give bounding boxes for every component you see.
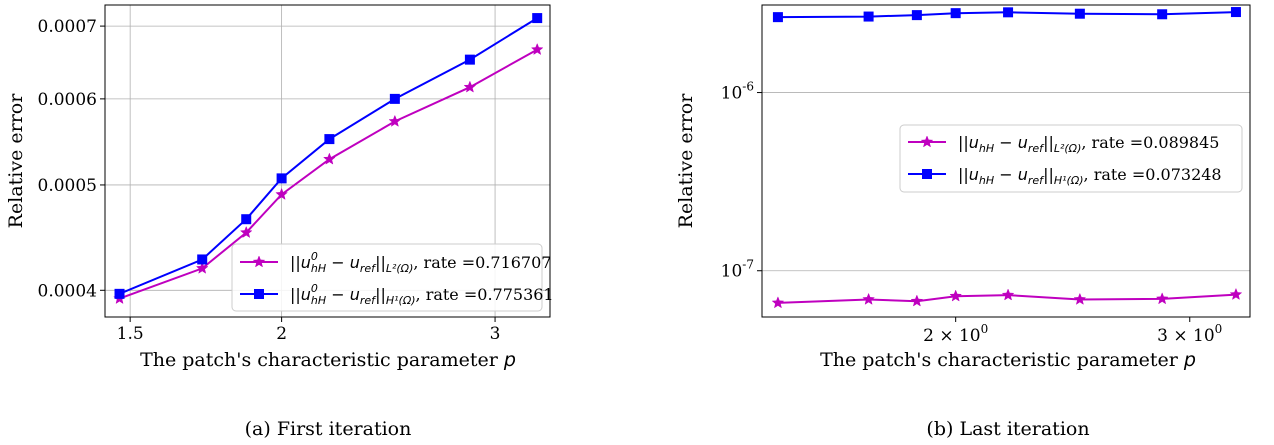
data-point-b-1: [950, 8, 961, 19]
data-point-b-0: [1073, 292, 1087, 305]
data-point-a-0: [323, 152, 336, 165]
caption-b: (b) Last iteration: [926, 418, 1089, 440]
series-line-b-1: [777, 11, 1237, 19]
x-tick-label-a: 1.5: [117, 324, 144, 344]
axes-frame-b: [761, 4, 1251, 318]
data-point-b-1: [1157, 9, 1168, 20]
legend-box-a: [231, 243, 543, 312]
grid-b: [762, 92, 1250, 272]
data-point-a-1: [532, 13, 543, 24]
data-point-b-0: [910, 294, 924, 307]
legend-a: ||u0 hH − uref||L²(Ω), rate =0.716707 ||u0…: [231, 243, 554, 312]
legend-label-a-0: ||u0 hH − uref||L²(Ω), rate =0.716707: [290, 250, 551, 275]
data-point-b-0: [1001, 288, 1015, 301]
data-point-b-1: [1230, 7, 1241, 18]
data-point-b-0: [862, 292, 875, 305]
legend-marker-b-1: [922, 169, 932, 179]
data-point-a-0: [530, 42, 544, 56]
data-point-a-0: [239, 225, 253, 239]
y-axis-label-b: Relative error: [675, 93, 697, 229]
axes-frame-a: [104, 4, 551, 318]
x-tick-label-b: 3 × 100: [1157, 322, 1222, 346]
data-point-b-0: [1229, 287, 1243, 300]
y-tick-label-b: 10-6: [721, 80, 754, 104]
y-axis-label-a: Relative error: [5, 93, 27, 229]
data-point-a-1: [197, 254, 208, 265]
series-line-a-1: [119, 17, 538, 295]
data-point-a-1: [324, 134, 335, 145]
legend-label-a-1: ||u0 hH − uref||H¹(Ω), rate =0.775361: [290, 282, 554, 307]
data-point-a-0: [275, 187, 288, 200]
data-point-b-0: [771, 296, 785, 309]
data-point-b-1: [911, 10, 922, 21]
data-point-b-1: [863, 11, 874, 22]
legend-marker-a-1: [254, 289, 264, 299]
data-point-a-0: [388, 114, 402, 127]
data-point-a-0: [463, 80, 477, 93]
legend-box-b: [899, 124, 1243, 193]
legend-label-b-1: ||uhH − uref||H¹(Ω), rate =0.073248: [958, 165, 1222, 187]
x-tick-label-a: 3: [490, 324, 501, 344]
caption-a: (a) First iteration: [245, 418, 412, 440]
data-point-a-1: [389, 93, 400, 104]
y-tick-label-a: 0.0004: [38, 281, 97, 301]
x-tick-label-a: 2: [276, 324, 287, 344]
legend-b: ||uhH − uref||L²(Ω), rate =0.089845 ||uhH…: [899, 124, 1243, 193]
data-point-a-1: [464, 54, 475, 65]
series-line-a-0: [119, 48, 538, 300]
series-b: [771, 7, 1243, 309]
data-point-b-0: [949, 289, 963, 302]
legend-marker-b-0: [920, 135, 934, 148]
x-tick-label-b: 2 × 100: [923, 322, 988, 346]
series-a: [113, 13, 544, 305]
data-point-a-1: [276, 173, 287, 184]
series-line-b-0: [777, 293, 1237, 304]
y-tick-label-a: 0.0005: [38, 176, 97, 196]
data-point-a-0: [195, 261, 209, 274]
panel-first-iteration: 1.5 2 3 0.0004 0.0005 0.0006 0.0007 Relative e…: [5, 4, 554, 440]
y-tick-label-b: 10-7: [721, 258, 754, 282]
x-axis-label-a: The patch's characteristic parameter p: [140, 349, 516, 371]
data-point-a-1: [114, 288, 125, 299]
y-tick-label-a: 0.0007: [38, 17, 97, 37]
data-point-a-1: [241, 214, 252, 225]
data-point-b-0: [1155, 292, 1169, 305]
data-point-b-1: [1074, 8, 1085, 19]
ticks-b: 2 × 100 3 × 100 10-7 10-6: [721, 80, 1223, 346]
panel-last-iteration: 2 × 100 3 × 100 10-7 10-6 Relative error Th…: [675, 4, 1251, 440]
x-axis-label-b: The patch's characteristic parameter p: [820, 349, 1196, 371]
y-tick-label-a: 0.0006: [38, 90, 97, 110]
legend-marker-a-0: [252, 255, 266, 268]
data-point-b-1: [1003, 7, 1014, 18]
data-point-b-1: [772, 12, 783, 23]
ticks-a: 1.5 2 3 0.0004 0.0005 0.0006 0.0007: [38, 17, 501, 344]
legend-label-b-0: ||uhH − uref||L²(Ω), rate =0.089845: [958, 133, 1219, 155]
grid-a: [105, 5, 550, 317]
